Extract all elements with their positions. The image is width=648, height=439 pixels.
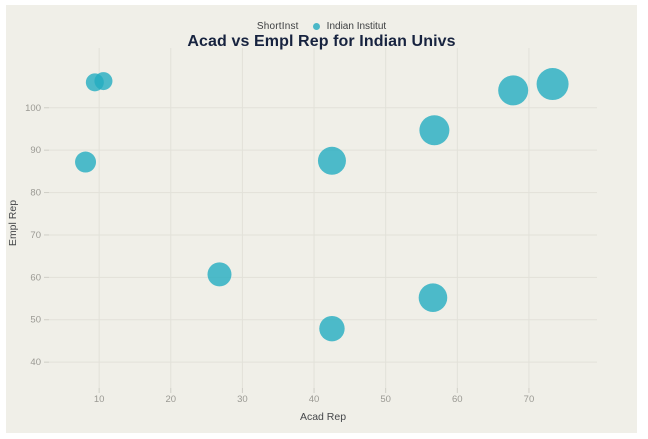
data-point[interactable]: [536, 68, 569, 101]
legend: ShortInst Indian Institut: [6, 19, 637, 33]
legend-marker-icon[interactable]: [312, 22, 320, 30]
x-tick-label: 70: [524, 394, 535, 405]
scatter-plot: 40 50 60 70 80 90 100 10 20 30 40 50 60 70: [25, 48, 597, 405]
y-tick-label: 60: [30, 272, 41, 283]
y-tick-label: 50: [30, 315, 41, 326]
data-point[interactable]: [75, 151, 97, 173]
x-tick-label: 40: [309, 394, 320, 405]
legend-item-label[interactable]: Indian Institut: [326, 20, 387, 32]
data-point[interactable]: [418, 283, 448, 313]
y-tick-label: 100: [25, 103, 41, 114]
y-axis-title: Empl Rep: [7, 199, 19, 247]
y-tick-label: 80: [30, 188, 41, 199]
data-point[interactable]: [319, 315, 345, 342]
y-tick-label: 40: [30, 357, 41, 368]
x-tick-label: 20: [165, 394, 176, 405]
legend-title: ShortInst: [256, 20, 299, 32]
y-tick-label: 90: [30, 145, 41, 156]
data-point[interactable]: [207, 262, 232, 287]
y-tick-label: 70: [30, 230, 41, 241]
x-tick-label: 60: [452, 394, 463, 405]
chart-title: Acad vs Empl Rep for Indian Univs: [187, 33, 456, 50]
data-point[interactable]: [94, 72, 113, 91]
data-point[interactable]: [419, 115, 450, 146]
x-axis-title: Acad Rep: [299, 411, 347, 423]
x-tick-label: 10: [94, 394, 105, 405]
chart-canvas: ShortInst Indian Institut Acad vs Empl R…: [6, 5, 637, 433]
x-tick-label: 30: [237, 394, 248, 405]
data-point[interactable]: [317, 146, 346, 175]
x-tick-label: 50: [380, 394, 391, 405]
data-point[interactable]: [498, 75, 529, 106]
